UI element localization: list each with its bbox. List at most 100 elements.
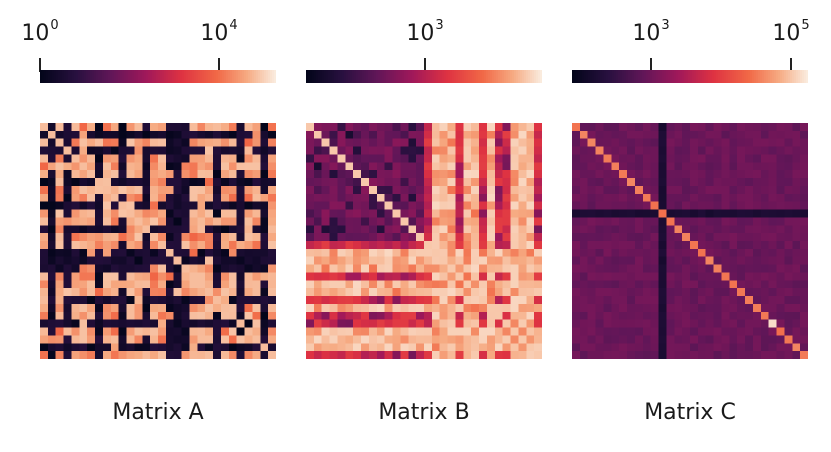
heatmap-cell	[666, 351, 675, 359]
heatmap-cell	[220, 193, 230, 202]
heatmap-cell	[102, 335, 112, 344]
heatmap-cell	[126, 264, 135, 273]
heatmap-cell	[118, 327, 127, 336]
heatmap-cell	[79, 272, 88, 281]
heatmap-cell	[729, 272, 738, 281]
heatmap-cell	[619, 154, 628, 163]
heatmap-cell	[384, 185, 393, 195]
heatmap-cell	[47, 351, 57, 359]
heatmap-cell	[329, 296, 338, 305]
colorbar-segment	[212, 70, 215, 83]
heatmap-cell	[705, 256, 714, 265]
heatmap-cell	[792, 201, 801, 210]
heatmap-cell	[165, 162, 175, 171]
colorbar-segment	[426, 70, 429, 83]
heatmap-cell	[158, 225, 167, 234]
heatmap-cell	[47, 123, 57, 132]
heatmap-cell	[776, 303, 785, 313]
heatmap-cell	[384, 311, 393, 320]
colorbar-segment	[616, 70, 619, 83]
heatmap-cell	[306, 209, 315, 218]
colorbar-segment	[266, 70, 269, 83]
heatmap-cell	[455, 185, 464, 195]
heatmap-cell	[134, 343, 143, 352]
heatmap-cell	[173, 327, 182, 336]
heatmap-cell	[534, 319, 542, 328]
heatmap-cell	[392, 201, 401, 210]
heatmap-cell	[424, 170, 433, 179]
heatmap-cell	[729, 201, 738, 210]
heatmap-cell	[197, 311, 206, 320]
heatmap-cell	[595, 343, 604, 352]
colorbar-segment	[594, 70, 597, 83]
heatmap-cell	[95, 303, 104, 313]
heatmap-cell	[745, 264, 754, 273]
heatmap-cell	[510, 178, 519, 187]
heatmap-cell	[713, 146, 722, 155]
heatmap-cell	[150, 146, 159, 155]
heatmap-cell	[721, 335, 730, 344]
colorbar-segment	[660, 70, 663, 83]
heatmap-cell	[400, 233, 409, 242]
heatmap-cell	[745, 233, 754, 242]
heatmap-cell	[102, 170, 112, 179]
heatmap-cell	[236, 319, 245, 328]
heatmap-cell	[142, 193, 151, 202]
heatmap-cell	[71, 209, 80, 218]
heatmap-cell	[729, 185, 738, 195]
colorbar-segment	[402, 70, 405, 83]
colorbar-segment	[390, 70, 393, 83]
heatmap-cell	[337, 123, 346, 132]
heatmap-cell	[534, 233, 542, 242]
heatmap-cell	[71, 170, 80, 179]
heatmap-cell	[329, 170, 338, 179]
heatmap-cell	[313, 146, 323, 155]
colorbar-segment	[164, 70, 167, 83]
heatmap-cell	[376, 201, 385, 210]
heatmap-cell	[252, 256, 261, 265]
heatmap-cell	[627, 201, 636, 210]
heatmap-cell	[768, 303, 777, 313]
heatmap-cell	[713, 154, 722, 163]
colorbar-segment	[474, 70, 477, 83]
heatmap-cell	[228, 327, 237, 336]
heatmap-cell	[752, 296, 762, 305]
heatmap-cell	[494, 225, 503, 234]
heatmap-cell	[579, 248, 589, 258]
heatmap-cell	[63, 241, 72, 250]
heatmap-cell	[361, 209, 370, 218]
heatmap-cell	[118, 123, 127, 132]
heatmap-cell	[213, 209, 222, 218]
heatmap-cell	[650, 217, 659, 226]
colorbar-segment	[700, 70, 703, 83]
heatmap-cell	[463, 311, 472, 320]
heatmap-cell	[353, 193, 362, 202]
heatmap-cell	[408, 217, 417, 226]
heatmap-cell	[361, 178, 370, 187]
heatmap-cell	[416, 185, 425, 195]
heatmap-cell	[213, 311, 222, 320]
heatmap-cell	[79, 335, 88, 344]
heatmap-cell	[368, 303, 378, 313]
heatmap-cell	[55, 280, 64, 289]
heatmap-cell	[345, 209, 354, 218]
heatmap-cell	[118, 264, 127, 273]
heatmap-cell	[40, 256, 49, 265]
heatmap-cell	[416, 272, 425, 281]
heatmap-cell	[400, 193, 409, 202]
heatmap-cell	[534, 185, 542, 195]
heatmap-cell	[47, 170, 57, 179]
heatmap-cell	[142, 162, 151, 171]
heatmap-cell	[431, 123, 441, 132]
heatmap-cell	[502, 343, 511, 352]
heatmap-cell	[518, 217, 527, 226]
heatmap-cell	[361, 319, 370, 328]
colorbar-segment	[638, 70, 641, 83]
heatmap-cell	[213, 225, 222, 234]
heatmap-cell	[471, 154, 480, 163]
heatmap-cell	[392, 256, 401, 265]
colorbar-segment	[202, 70, 205, 83]
heatmap-cell	[518, 264, 527, 273]
heatmap-cell	[376, 178, 385, 187]
heatmap-cell	[713, 123, 722, 132]
